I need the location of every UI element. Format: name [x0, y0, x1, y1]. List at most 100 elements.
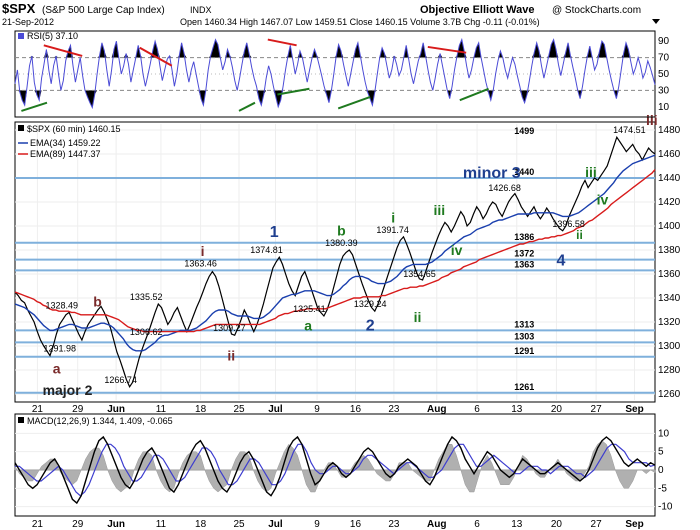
- price-x-tick-label: 18: [195, 404, 207, 415]
- price-pivot-label: 1354.65: [403, 269, 436, 279]
- price-pivot-label: 1363.46: [184, 258, 217, 268]
- price-y-tick-label: 1480: [658, 125, 681, 136]
- price-x-tick-label: 9: [314, 404, 320, 415]
- macd-x-tick-label: 23: [388, 519, 400, 530]
- chart-exchange: INDX: [190, 5, 212, 15]
- elliott-wave-label: b: [93, 293, 102, 309]
- ema34-line: [14, 154, 656, 352]
- rsi-y-tick-label: 90: [658, 36, 670, 47]
- rsi-y-tick-label: 70: [658, 53, 670, 64]
- fib-level-label: 1313: [514, 319, 534, 329]
- elliott-wave-label: major 2: [43, 382, 93, 398]
- rsi-trendline: [459, 87, 489, 102]
- price-pivot-label: 1329.24: [354, 299, 387, 309]
- macd-x-tick-label: 18: [195, 519, 207, 530]
- elliott-wave-label: iii: [646, 112, 658, 128]
- price-pivot-label: 1380.39: [325, 238, 358, 248]
- rsi-y-tick-label: 10: [658, 102, 670, 113]
- price-pivot-label: 1426.68: [488, 183, 521, 193]
- quote-dropdown-icon[interactable]: [652, 19, 660, 24]
- price-x-tick-label: 27: [591, 404, 603, 415]
- macd-x-tick-label: 21: [32, 519, 44, 530]
- price-legend-title: $SPX (60 min) 1460.15: [27, 124, 121, 134]
- price-x-tick-label: Jun: [107, 404, 125, 415]
- chart-name: (S&P 500 Large Cap Index): [42, 5, 165, 16]
- elliott-wave-label: a: [53, 361, 61, 377]
- macd-title: MACD(12,26,9) 1.344, 1.409, -0.065: [27, 416, 173, 426]
- rsi-y-tick-label: 50: [658, 69, 670, 80]
- chart-date: 21-Sep-2012: [2, 17, 54, 27]
- rsi-trendline: [427, 45, 467, 54]
- price-pivot-label: 1396.58: [552, 219, 585, 229]
- fib-level-label: 1440: [514, 167, 534, 177]
- fib-level-label: 1386: [514, 232, 534, 242]
- fib-level-label: 1303: [514, 331, 534, 341]
- macd-x-tick-label: 20: [551, 519, 563, 530]
- elliott-wave-label: ii: [227, 347, 235, 363]
- ema89-line: [14, 169, 656, 333]
- macd-layer: [14, 432, 656, 508]
- chart-symbol: $SPX: [2, 1, 36, 16]
- price-x-tick-label: 6: [474, 404, 480, 415]
- rsi-trendline: [21, 101, 48, 112]
- macd-x-tick-label: 25: [233, 519, 245, 530]
- rsi-trendline: [43, 44, 83, 57]
- elliott-wave-label: 4: [556, 253, 565, 270]
- price-y-tick-label: 1260: [658, 389, 681, 400]
- price-pivot-label: 1291.98: [44, 344, 77, 354]
- price-x-tick-label: 29: [72, 404, 84, 415]
- elliott-wave-label: iv: [451, 242, 463, 258]
- ema34-legend-label: EMA(34) 1459.22: [30, 138, 101, 148]
- macd-x-tick-label: Jun: [107, 519, 125, 530]
- macd-legend-swatch: [18, 417, 24, 423]
- rsi-trendline: [238, 101, 256, 112]
- price-x-tick-label: 20: [551, 404, 563, 415]
- elliott-wave-label: minor 3: [463, 165, 521, 182]
- macd-x-tick-label: Sep: [625, 519, 643, 530]
- macd-x-tick-label: 13: [511, 519, 523, 530]
- price-y-tick-label: 1460: [658, 149, 681, 160]
- price-x-tick-label: Aug: [427, 404, 446, 415]
- price-y-tick-label: 1300: [658, 341, 681, 352]
- ema89-legend-label: EMA(89) 1447.37: [30, 149, 101, 159]
- price-pivot-label: 1328.49: [45, 300, 78, 310]
- quote-line: Open 1460.34 High 1467.07 Low 1459.51 Cl…: [180, 17, 540, 27]
- macd-x-tick-label: 27: [591, 519, 603, 530]
- price-y-tick-label: 1360: [658, 269, 681, 280]
- fib-level-label: 1261: [514, 382, 534, 392]
- price-panel: [14, 121, 656, 403]
- rsi-title: RSI(5) 37.10: [27, 31, 78, 41]
- macd-y-tick-label: 10: [658, 428, 670, 439]
- macd-y-tick-label: 5: [658, 447, 664, 458]
- price-x-tick-label: 23: [388, 404, 400, 415]
- macd-signal-line: [15, 443, 656, 497]
- elliott-wave-label: i: [201, 243, 205, 259]
- rsi-trendline: [277, 87, 310, 96]
- price-y-tick-label: 1280: [658, 365, 681, 376]
- rsi-overbought-fill: [15, 39, 655, 58]
- elliott-wave-label: i: [391, 209, 395, 225]
- price-y-tick-label: 1440: [658, 173, 681, 184]
- macd-x-tick-label: 6: [474, 519, 480, 530]
- price-x-tick-label: Sep: [625, 404, 643, 415]
- macd-y-tick-label: -10: [658, 502, 673, 513]
- elliott-wave-label: 1: [270, 224, 279, 241]
- brand-label: @ StockCharts.com: [552, 5, 641, 16]
- rsi-line: [14, 37, 656, 110]
- price-pivot-label: 1325.41: [293, 304, 326, 314]
- macd-x-tick-label: 16: [350, 519, 362, 530]
- rsi-layer: [14, 37, 656, 112]
- axis-layer: 1030507090126012801300132013401360138014…: [32, 36, 681, 530]
- price-pivot-label: 1374.81: [250, 245, 283, 255]
- price-x-tick-label: 13: [511, 404, 523, 415]
- price-pivot-label: 1266.74: [104, 375, 137, 385]
- macd-x-tick-label: 9: [314, 519, 320, 530]
- price-pivot-label: 1309.27: [213, 323, 246, 333]
- macd-x-tick-label: Aug: [427, 519, 446, 530]
- macd-y-tick-label: 0: [658, 465, 664, 476]
- macd-x-tick-label: 29: [72, 519, 84, 530]
- price-y-tick-label: 1420: [658, 197, 681, 208]
- elliott-wave-label: ii: [414, 309, 422, 325]
